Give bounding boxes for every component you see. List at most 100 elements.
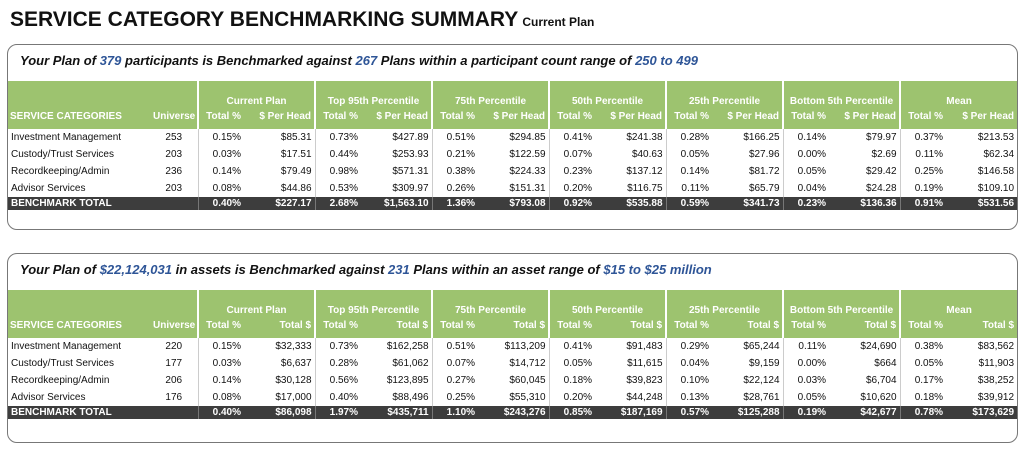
cell: $27.96 [748, 149, 780, 160]
cell: $224.33 [509, 166, 546, 177]
cell: $65.79 [748, 183, 780, 194]
total-cell: 0.85% [548, 406, 596, 419]
total-cell: 1.97% [314, 406, 362, 419]
column-header: Total % [665, 111, 713, 129]
data-row: Investment Management 253 0.15% $85.31 0.73%… [8, 129, 1017, 146]
total-cell: 0.40% [197, 197, 244, 210]
cell: 0.98% [314, 163, 362, 180]
header-cell [8, 81, 198, 111]
cell: Advisor Services [11, 392, 86, 403]
column-header: Total % [899, 320, 947, 338]
total-row: BENCHMARK TOTAL 0.40% $227.17 2.68% $1,563.1… [8, 197, 1018, 210]
cell: 176 [165, 392, 183, 403]
cell: Recordkeeping/Admin [11, 375, 110, 386]
cell: $309.97 [392, 183, 429, 194]
column-header: $ Per Head [829, 111, 901, 129]
column-header-row: SERVICE CATEGORIES Universe Total % $ Per H… [8, 111, 1018, 129]
total-cell: $1,563.10 [361, 197, 433, 210]
column-header: Total % [548, 320, 596, 338]
group-header: Bottom 5th Percentile [782, 290, 901, 320]
cell: $253.93 [392, 149, 429, 160]
group-header: 50th Percentile [548, 290, 667, 320]
column-header: Total % [197, 111, 244, 129]
group-header: Top 95th Percentile [314, 290, 433, 320]
heading-text: Your Plan of [20, 53, 100, 68]
column-header: SERVICE CATEGORIES [8, 320, 150, 338]
cell: $39,823 [626, 375, 663, 386]
column-header: $ Per Head [361, 111, 433, 129]
cell: $44.86 [280, 183, 312, 194]
cell: $151.31 [509, 183, 546, 194]
cell: 203 [165, 183, 183, 194]
total-cell: 0.57% [665, 406, 713, 419]
cell: $113,209 [504, 341, 546, 352]
cell: 0.27% [431, 372, 479, 389]
cell: 253 [165, 132, 183, 143]
cell: $2.69 [871, 149, 897, 160]
cell: 0.41% [548, 338, 596, 355]
group-header-row: Current Plan Top 95th Percentile 75th Perc… [8, 81, 1018, 111]
cell: $91,483 [626, 341, 663, 352]
cell: 0.28% [665, 129, 713, 146]
column-header: Total % [899, 111, 947, 129]
total-label: BENCHMARK TOTAL [8, 406, 198, 419]
cell: 0.03% [197, 355, 244, 372]
cell: 0.56% [314, 372, 362, 389]
cell: $10,620 [860, 392, 897, 403]
cell: $11,903 [978, 358, 1015, 369]
subtitle: Current Plan [522, 15, 595, 29]
cell: 0.08% [197, 389, 244, 406]
data-row: Recordkeeping/Admin 236 0.14% $79.49 0.98% $5… [8, 163, 1017, 180]
group-header: 75th Percentile [431, 81, 550, 111]
cell: $22,124 [743, 375, 780, 386]
cell: $79.97 [865, 132, 897, 143]
cell: $9,159 [748, 358, 780, 369]
cell: 0.25% [431, 389, 479, 406]
group-header: Current Plan [196, 290, 316, 320]
total-cell: 0.23% [782, 197, 830, 210]
header-cell [8, 290, 198, 320]
heading-text: in assets is Benchmarked against [172, 262, 389, 277]
group-header: Current Plan [196, 81, 316, 111]
group-header-row: Current Plan Top 95th Percentile 75th Perc… [8, 290, 1018, 320]
cell: $62.34 [983, 149, 1015, 160]
cell: 0.19% [899, 180, 947, 197]
cell: $24.28 [865, 183, 897, 194]
cell: 0.18% [548, 372, 596, 389]
total-cell: 0.40% [197, 406, 244, 419]
group-header: Mean [899, 81, 1018, 111]
cell: 0.20% [548, 180, 596, 197]
column-header: Total % [548, 111, 596, 129]
title-block: SERVICE CATEGORY BENCHMARKING SUMMARY Cur… [10, 8, 594, 32]
cell: $29.42 [865, 166, 897, 177]
cell: 0.51% [431, 338, 479, 355]
cell: $44,248 [626, 392, 663, 403]
cell: Recordkeeping/Admin [11, 166, 110, 177]
cell: Investment Management [11, 132, 122, 143]
cell: $123,895 [386, 375, 429, 386]
heading-value: 250 to 499 [635, 53, 698, 68]
cell: $65,244 [743, 341, 780, 352]
title: SERVICE CATEGORY BENCHMARKING SUMMARY [10, 8, 519, 31]
heading-text: participants is Benchmarked against [121, 53, 356, 68]
total-cell: $136.36 [829, 197, 901, 210]
cell: 0.08% [197, 180, 244, 197]
column-header: $ Per Head [946, 111, 1018, 129]
column-header: Total % [314, 111, 362, 129]
cell: 0.44% [314, 146, 362, 163]
column-header: Total % [782, 320, 830, 338]
cell: $11,615 [627, 358, 663, 369]
cell: 0.14% [665, 163, 713, 180]
cell: 0.15% [197, 129, 244, 146]
cell: 177 [165, 358, 183, 369]
cell: 206 [165, 375, 183, 386]
cell: $294.85 [509, 132, 546, 143]
column-header: Total % [197, 320, 244, 338]
data-row: Advisor Services 176 0.08% $17,000 0.40% $88,… [8, 389, 1017, 406]
cell: 0.40% [314, 389, 362, 406]
total-cell: $227.17 [244, 197, 316, 210]
cell: $166.25 [743, 132, 780, 143]
total-cell: $531.56 [946, 197, 1018, 210]
cell: 0.29% [665, 338, 713, 355]
